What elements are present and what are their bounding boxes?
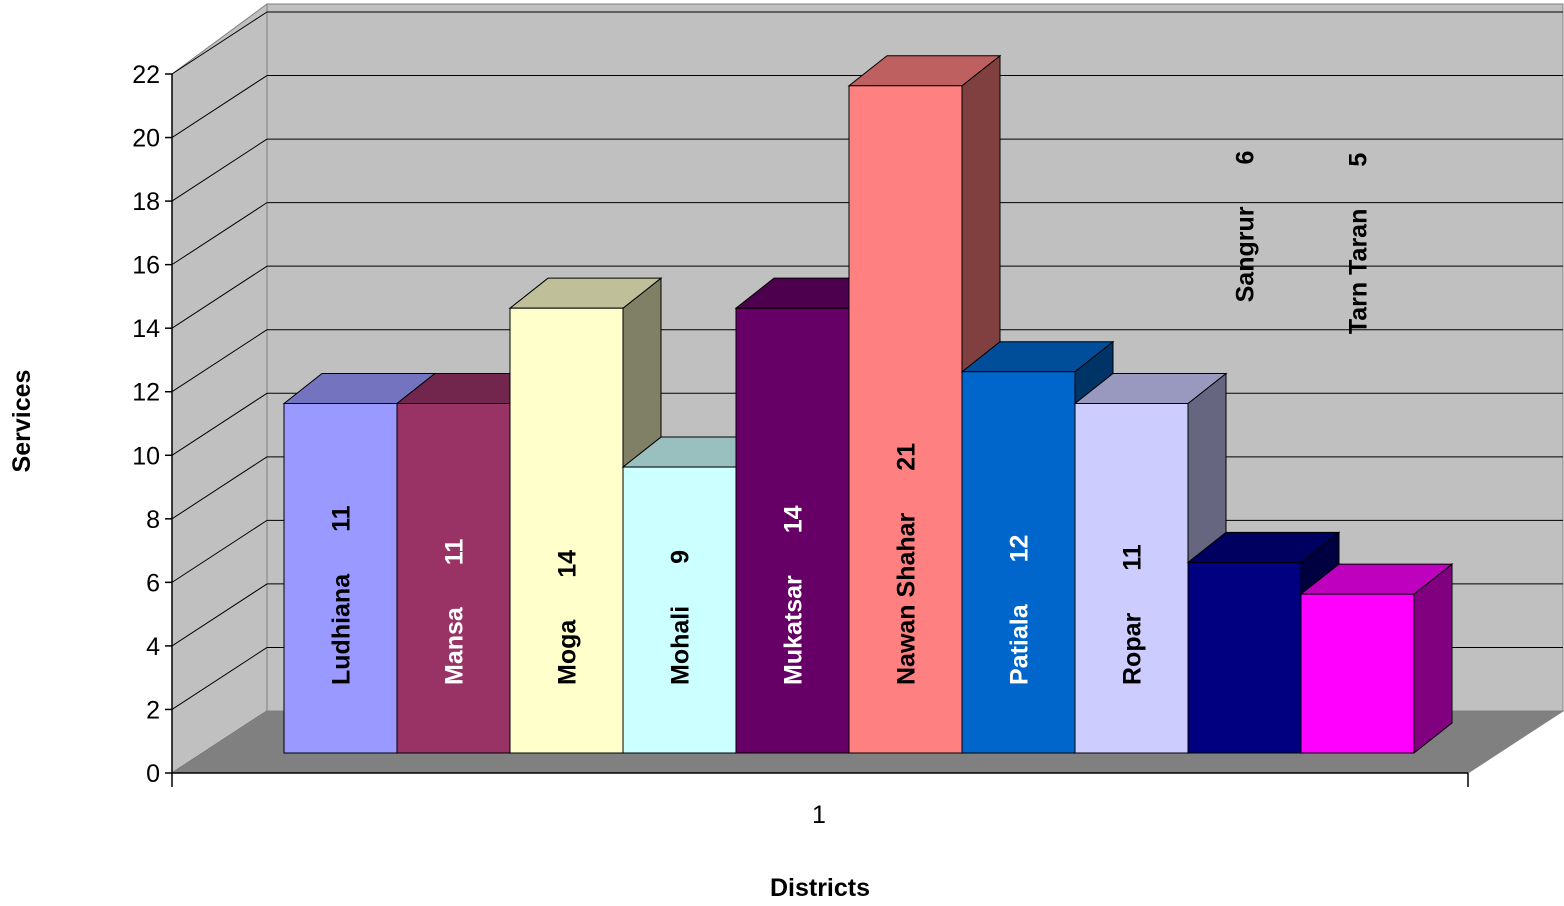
bar-front <box>396 403 511 754</box>
data-label: Moga 14 <box>554 550 582 685</box>
bar-front <box>283 403 398 754</box>
y-tick-label: 18 <box>132 188 160 216</box>
data-label: Ropar 11 <box>1119 544 1147 685</box>
y-tick-label: 14 <box>132 315 160 343</box>
bar-front <box>1300 593 1415 754</box>
bar-front <box>848 85 963 754</box>
y-tick-label: 20 <box>132 125 160 153</box>
axes: 0 2 4 6 8 10 12 14 16 18 20 22 <box>132 61 1469 788</box>
data-label-value: 5 <box>1345 153 1373 167</box>
data-label-value: 14 <box>554 550 582 578</box>
y-tick-label: 4 <box>146 633 160 661</box>
data-label-value: 11 <box>1119 544 1147 571</box>
y-tick-label: 10 <box>132 442 160 470</box>
gridline-side <box>171 392 268 456</box>
y-tick-label: 6 <box>146 569 160 597</box>
bars <box>282 54 1454 755</box>
data-label-value: 21 <box>893 443 921 471</box>
y-tick-label: 22 <box>132 61 160 89</box>
gridline-side <box>171 647 268 710</box>
bar-front <box>509 307 624 754</box>
data-label-name: Patiala <box>1006 603 1034 685</box>
data-label: Patiala 12 <box>1006 535 1034 685</box>
data-label-value: 14 <box>780 505 808 533</box>
bar-front <box>622 466 737 754</box>
gridline-side <box>171 583 268 647</box>
y-tick-label: 0 <box>146 760 160 788</box>
gridline-side <box>171 265 268 329</box>
bar-front <box>1074 403 1189 754</box>
data-label-value: 9 <box>667 550 695 564</box>
bar-front <box>961 371 1076 754</box>
y-axis-title: Services <box>8 370 36 473</box>
bar-front <box>1187 561 1302 754</box>
y-tick-label: 2 <box>146 696 160 724</box>
data-label: Nawan Shahar 21 <box>893 443 921 685</box>
data-label-name: Mukatsar <box>780 575 808 685</box>
gridline-side <box>171 456 268 520</box>
bar-side <box>1413 563 1453 755</box>
data-label: Mohali 9 <box>667 550 695 685</box>
data-label-name: Mohali <box>667 606 695 685</box>
data-label-name: Sangrur <box>1232 206 1260 302</box>
data-label-name: Nawan Shahar <box>893 512 921 685</box>
data-label-value: 6 <box>1232 151 1260 165</box>
bar-tarn-taran <box>1299 563 1454 755</box>
data-label: Mansa 11 <box>441 539 469 685</box>
gridline-side <box>171 75 268 138</box>
data-label: Mukatsar 14 <box>780 505 808 685</box>
data-label: Sangrur 6 <box>1232 151 1260 303</box>
data-label-name: Ludhiana <box>328 573 356 685</box>
data-label-name: Tarn Taran <box>1345 209 1373 335</box>
y-tick-label: 12 <box>132 379 160 407</box>
side-wall <box>171 3 268 774</box>
data-label-name: Mansa <box>441 606 469 685</box>
gridline-side <box>171 519 268 583</box>
y-tick-label: 16 <box>132 252 160 280</box>
gridline-side <box>171 202 268 266</box>
bar-labels: Ludhiana 11 Mansa 11 Moga 14 Mohali 9 Mukatsar 14… <box>328 151 1373 685</box>
data-label-name: Moga <box>554 619 582 685</box>
data-label: Tarn Taran 5 <box>1345 153 1373 335</box>
x-axis-title: Districts <box>770 874 870 902</box>
bar-front <box>735 307 850 754</box>
y-tick-label: 8 <box>146 506 160 534</box>
data-label: Ludhiana 11 <box>328 505 356 685</box>
data-label-value: 12 <box>1006 535 1034 563</box>
gridline-side <box>171 11 268 75</box>
x-tick-label: 1 <box>812 801 826 829</box>
data-label-name: Ropar <box>1119 613 1147 686</box>
data-label-value: 11 <box>441 539 469 566</box>
gridline-side <box>171 329 268 393</box>
data-label-value: 11 <box>328 505 356 532</box>
gridline-side <box>171 138 268 202</box>
